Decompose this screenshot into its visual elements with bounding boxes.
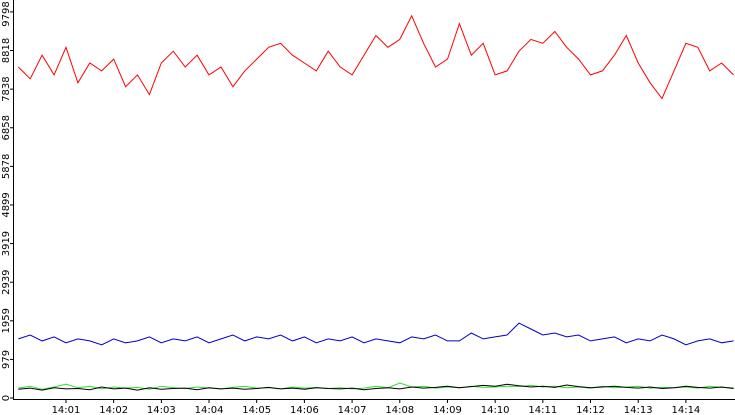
y-tick-label: 3919	[1, 231, 12, 256]
x-tick-label: 14:14	[671, 405, 700, 415]
x-tick-label: 14:06	[290, 405, 319, 415]
x-tick-label: 14:02	[99, 405, 128, 415]
x-tick-label: 14:01	[52, 405, 81, 415]
x-tick-label: 14:08	[385, 405, 414, 415]
x-tick-label: 14:04	[195, 405, 224, 415]
x-tick-label: 14:07	[338, 405, 367, 415]
series-line	[18, 383, 734, 391]
y-tick-label: 9798	[1, 1, 12, 26]
y-tick-label: 7838	[1, 76, 12, 101]
y-tick-label: 4899	[1, 192, 12, 217]
y-tick-label: 979	[1, 350, 12, 369]
series-line	[18, 322, 734, 346]
x-tick-label: 14:12	[576, 405, 605, 415]
y-tick-label: 5878	[1, 154, 12, 179]
y-tick-label: 2939	[1, 269, 12, 294]
y-tick-label: 0	[1, 395, 12, 401]
x-tick-label: 14:03	[147, 405, 176, 415]
x-tick-label: 14:13	[624, 405, 653, 415]
x-tick-label: 14:09	[433, 405, 462, 415]
series-line	[18, 382, 734, 390]
x-tick-label: 14:10	[481, 405, 510, 415]
x-tick-label: 14:05	[242, 405, 271, 415]
series-line	[17, 14, 734, 100]
x-tick-label: 14:11	[528, 405, 557, 415]
y-tick-label: 1959	[1, 308, 12, 333]
y-tick-label: 8818	[1, 38, 12, 63]
y-tick-label: 6858	[1, 115, 12, 140]
